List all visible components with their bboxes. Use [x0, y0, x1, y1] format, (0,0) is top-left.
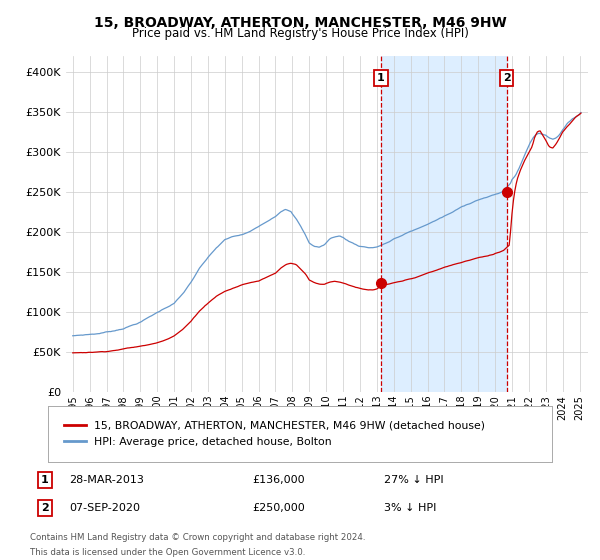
Text: 1: 1	[377, 73, 385, 83]
Text: £136,000: £136,000	[252, 475, 305, 485]
Legend: 15, BROADWAY, ATHERTON, MANCHESTER, M46 9HW (detached house), HPI: Average price: 15, BROADWAY, ATHERTON, MANCHESTER, M46 …	[58, 416, 491, 452]
Text: 1: 1	[41, 475, 49, 485]
Text: 15, BROADWAY, ATHERTON, MANCHESTER, M46 9HW: 15, BROADWAY, ATHERTON, MANCHESTER, M46 …	[94, 16, 506, 30]
Text: 07-SEP-2020: 07-SEP-2020	[69, 503, 140, 513]
Text: This data is licensed under the Open Government Licence v3.0.: This data is licensed under the Open Gov…	[30, 548, 305, 557]
Bar	[381, 56, 506, 392]
Text: 2: 2	[41, 503, 49, 513]
Text: £250,000: £250,000	[252, 503, 305, 513]
Text: 2: 2	[503, 73, 511, 83]
Text: 27% ↓ HPI: 27% ↓ HPI	[384, 475, 443, 485]
Text: 3% ↓ HPI: 3% ↓ HPI	[384, 503, 436, 513]
Text: Contains HM Land Registry data © Crown copyright and database right 2024.: Contains HM Land Registry data © Crown c…	[30, 533, 365, 542]
Text: 28-MAR-2013: 28-MAR-2013	[69, 475, 144, 485]
Text: Price paid vs. HM Land Registry's House Price Index (HPI): Price paid vs. HM Land Registry's House …	[131, 27, 469, 40]
